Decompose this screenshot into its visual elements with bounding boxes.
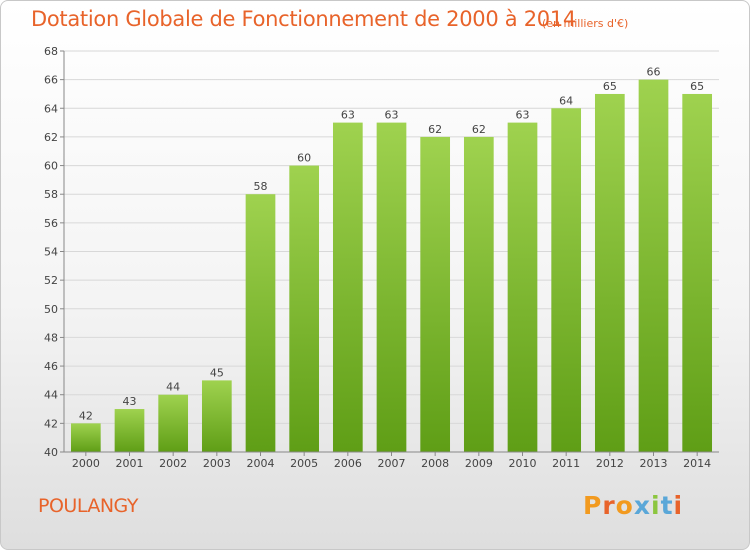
bar-2009 [463,136,494,452]
bar-value-label: 63 [516,109,530,122]
logo-letter: t [660,491,674,520]
bar-value-label: 45 [210,366,224,379]
logo-letter: x [633,491,651,520]
y-tick-label: 40 [44,446,58,459]
x-tick-label: 2012 [596,457,624,470]
x-tick-label: 2014 [683,457,711,470]
x-tick-label: 2011 [552,457,580,470]
x-tick-label: 2009 [465,457,493,470]
x-tick-label: 2008 [421,457,449,470]
bar-value-label: 66 [647,66,661,79]
y-tick-label: 58 [44,188,58,201]
x-axis: 2000 2001 2002 2003 2004 2005 2006 2007 2008 2009… [64,451,719,470]
x-tick-label: 2000 [72,457,100,470]
bar-value-label: 42 [79,409,93,422]
y-tick-label: 50 [44,303,58,316]
bar-2010 [507,122,538,452]
logo-letter: P [583,491,603,520]
y-tick-label: 62 [44,131,58,144]
y-tick-label: 52 [44,274,58,287]
y-axis: 40 42 44 46 48 50 52 54 56 58 60 62 64 66 68 [44,45,65,459]
bar-value-label: 60 [297,152,311,165]
bar-2006 [332,122,363,452]
bar-value-label: 65 [690,80,704,93]
bar-value-label: 44 [166,381,180,394]
x-tick-label: 2003 [203,457,231,470]
y-tick-label: 64 [44,102,58,115]
logo-letter: i [673,491,684,520]
y-tick-label: 56 [44,217,58,230]
bar-value-label: 62 [428,123,442,136]
x-tick-label: 2004 [247,457,275,470]
bar-2000 [70,423,101,452]
x-tick-label: 2002 [159,457,187,470]
bar-2007 [376,122,407,452]
bar-value-label: 63 [385,109,399,122]
y-tick-label: 68 [44,45,58,58]
logo-letter: i [651,491,661,520]
x-tick-label: 2001 [116,457,144,470]
bar-value-label: 43 [123,395,137,408]
x-tick-label: 2005 [290,457,318,470]
y-tick-label: 48 [44,331,58,344]
logo-letter: r [602,491,616,520]
chart-title: Dotation Globale de Fonctionnement de 20… [31,7,576,31]
commune-name: POULANGY [38,495,138,517]
bar-2013 [638,79,669,453]
proxiti-logo[interactable]: Proxiti [583,491,683,520]
bars: 42 43 44 45 58 60 63 63 62 62 63 64 65 66 65 [70,66,713,453]
bar-2012 [594,93,625,452]
bar-2004 [245,194,276,452]
x-tick-label: 2006 [334,457,362,470]
bar-2011 [551,108,582,453]
x-tick-label: 2007 [378,457,406,470]
logo-letter: o [615,491,634,520]
x-tick-label: 2013 [640,457,668,470]
bar-value-label: 58 [254,180,268,193]
bar-value-label: 64 [559,94,573,107]
y-tick-label: 46 [44,360,58,373]
y-tick-label: 66 [44,74,58,87]
y-tick-label: 42 [44,417,58,430]
bar-2014 [682,93,713,452]
bar-2005 [289,165,320,453]
bar-value-label: 62 [472,123,486,136]
chart-subtitle: (en milliers d'€) [542,17,629,30]
y-tick-label: 60 [44,160,58,173]
bar-2003 [201,380,232,452]
bar-2001 [114,409,145,452]
y-tick-label: 44 [44,389,58,402]
bar-value-label: 63 [341,109,355,122]
bar-2008 [420,136,451,452]
bar-value-label: 65 [603,80,617,93]
y-tick-label: 54 [44,246,58,259]
bar-2002 [158,394,189,452]
x-tick-label: 2010 [509,457,537,470]
